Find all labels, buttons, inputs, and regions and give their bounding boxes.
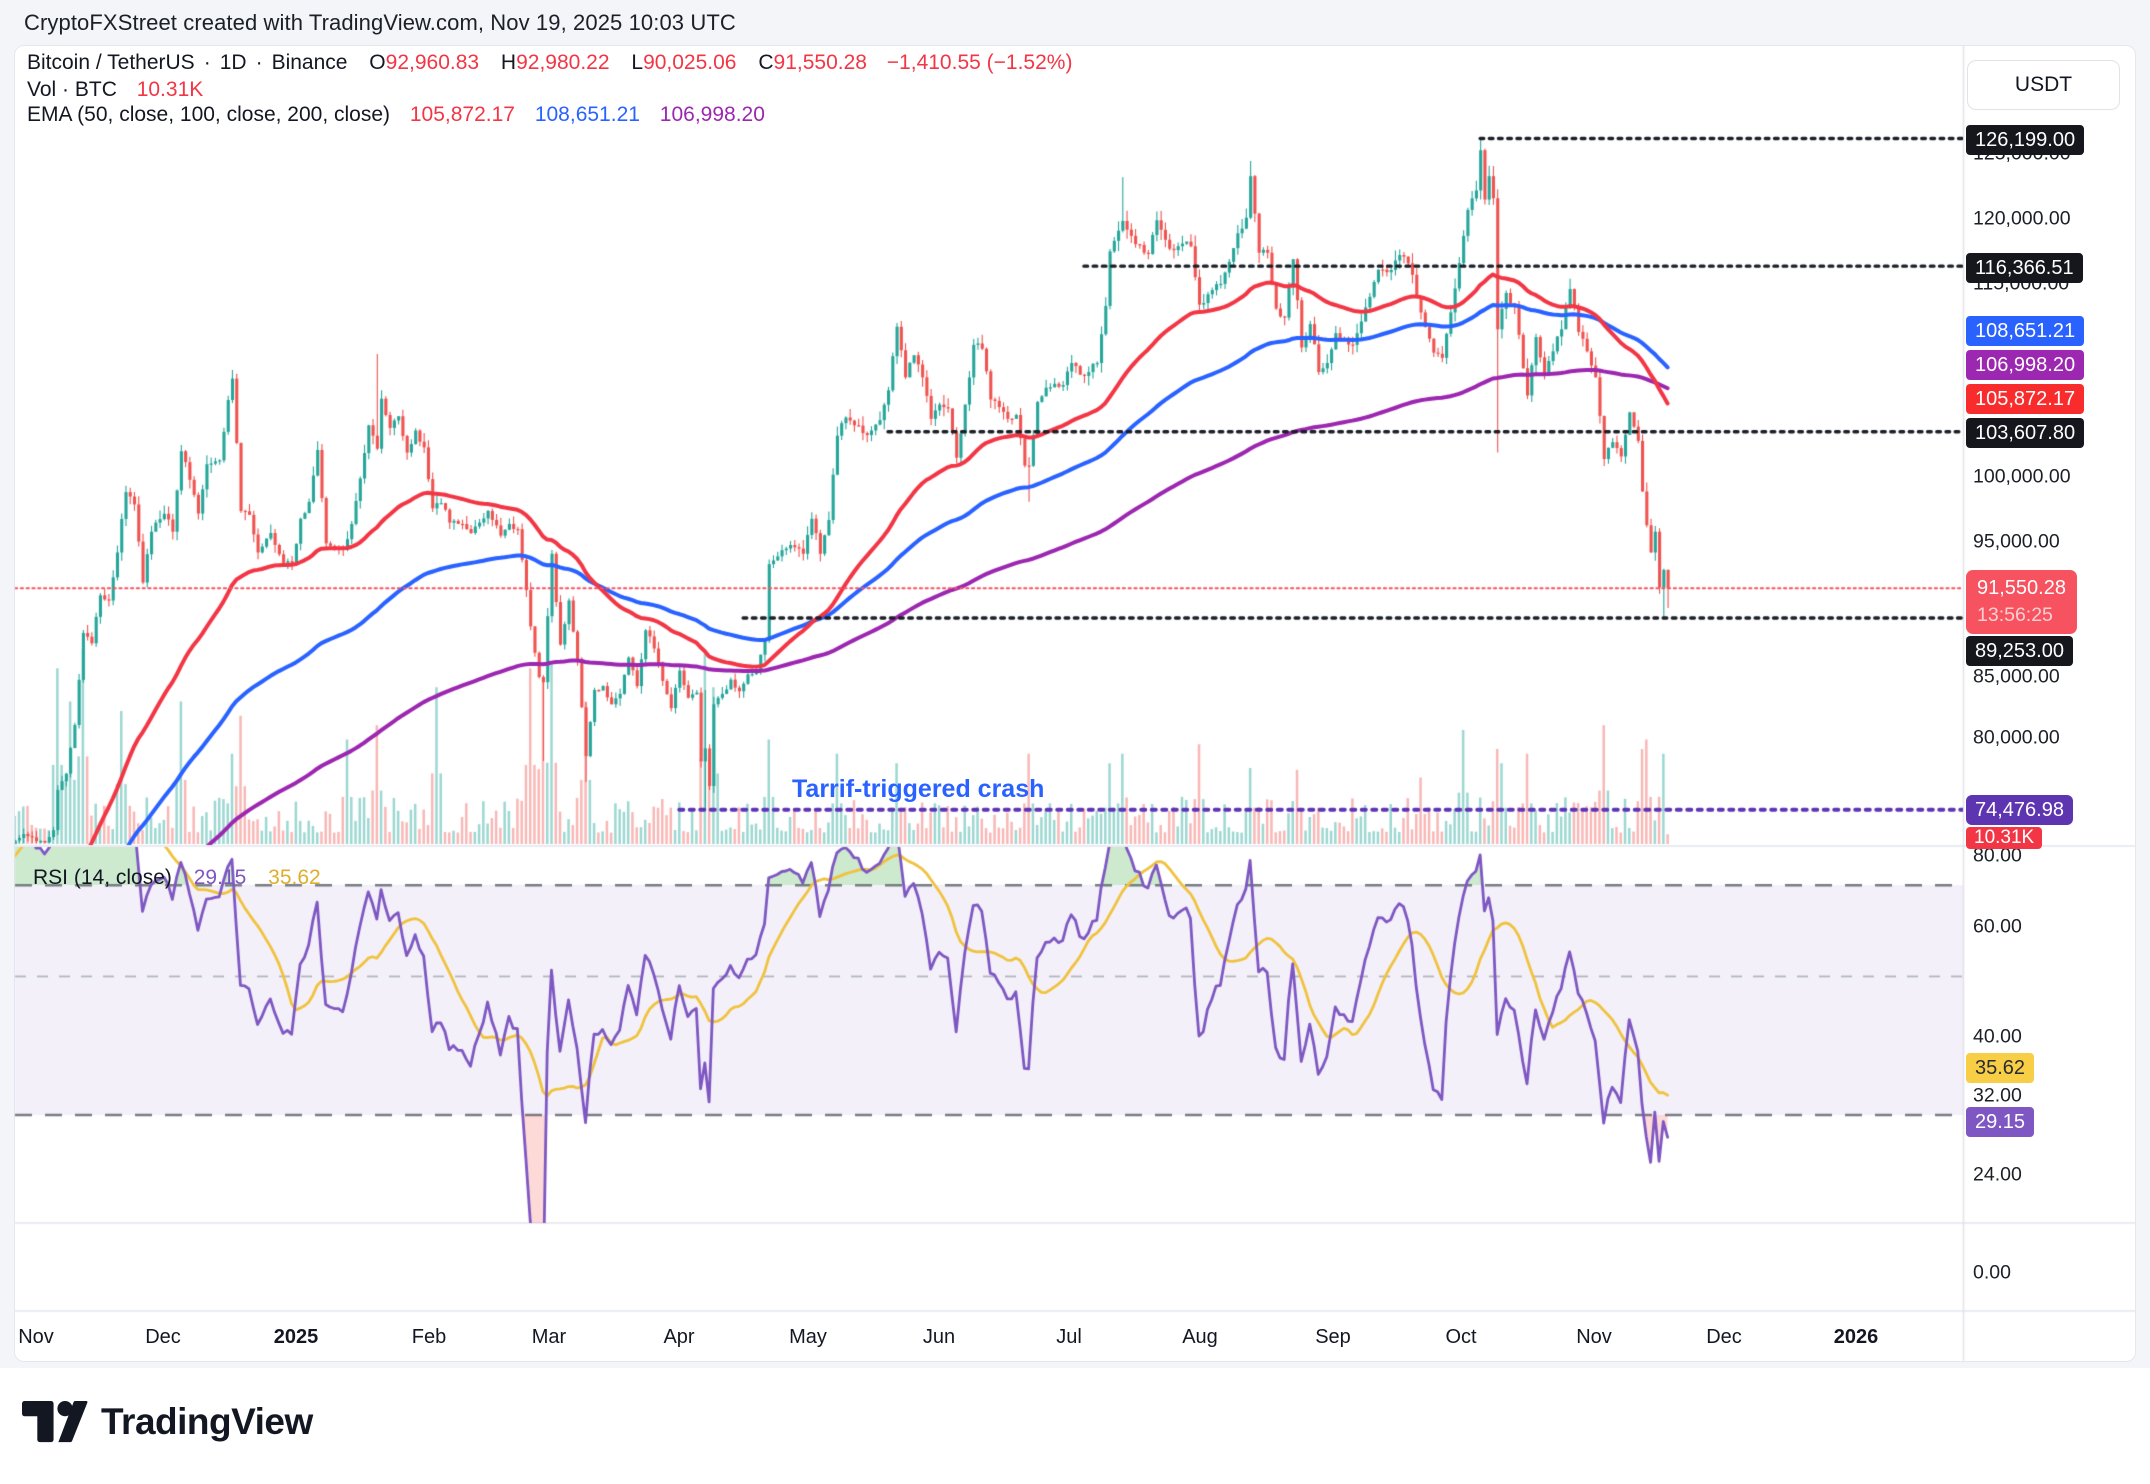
- time-axis-label: Mar: [531, 1326, 567, 1348]
- price-axis-badge: 89,253.00: [1966, 636, 2073, 666]
- price-axis-badge: 126,199.00: [1966, 125, 2085, 155]
- tradingview-wordmark[interactable]: TradingView: [101, 1401, 313, 1442]
- price-axis-label: 60.00: [1973, 915, 2022, 938]
- time-axis-label: Jun: [922, 1326, 956, 1348]
- price-axis-badge: 108,651.21: [1966, 316, 2085, 346]
- time-axis-label: 2026: [1833, 1326, 1879, 1348]
- header-title: CryptoFXStreet created with TradingView.…: [24, 10, 736, 35]
- time-axis-label: Sep: [1315, 1326, 1351, 1348]
- time-axis-label: Dec: [1706, 1326, 1742, 1348]
- time-axis-label: Nov: [18, 1326, 54, 1348]
- time-axis-label: Aug: [1182, 1326, 1218, 1348]
- price-axis-badge: 91,550.28 13:56:25: [1966, 570, 2077, 634]
- countdown-timer: 13:56:25: [1977, 604, 2053, 626]
- price-axis-badge: 106,998.20: [1966, 350, 2085, 380]
- time-axis-label: May: [789, 1326, 827, 1348]
- attribution-header: CryptoFXStreet created with TradingView.…: [24, 10, 736, 36]
- currency-toggle-button[interactable]: USDT: [1967, 60, 2120, 110]
- price-axis-label: 40.00: [1973, 1025, 2022, 1048]
- price-axis-label: 100,000.00: [1973, 465, 2071, 488]
- time-axis-label: Dec: [145, 1326, 181, 1348]
- time-axis-label: Jul: [1056, 1326, 1082, 1348]
- price-axis-label: 95,000.00: [1973, 530, 2060, 553]
- price-axis-label: 24.00: [1973, 1163, 2022, 1186]
- price-axis-badge: 10.31K: [1966, 827, 2043, 849]
- price-axis-label: 80,000.00: [1973, 726, 2060, 749]
- time-axis[interactable]: Nov Dec 2025 Feb Mar Apr May Jun Jul Aug Sep Oct Nov…: [14, 1312, 2136, 1362]
- price-axis-badge: 105,872.17: [1966, 384, 2085, 414]
- price-axis-label: 120,000.00: [1973, 207, 2071, 230]
- price-axis-badge: 74,476.98: [1966, 795, 2073, 825]
- time-axis-label: Nov: [1576, 1326, 1612, 1348]
- price-axis-badge: 29.15: [1966, 1107, 2035, 1137]
- price-axis-label: 80.00: [1973, 844, 2022, 867]
- time-axis-label: 2025: [273, 1326, 319, 1348]
- time-axis-label: Apr: [663, 1326, 695, 1348]
- time-axis-label: Oct: [1445, 1326, 1477, 1348]
- price-axis-badge: 116,366.51: [1966, 253, 2083, 283]
- price-axis-label: 0.00: [1973, 1261, 2011, 1284]
- price-axis-label: 85,000.00: [1973, 665, 2060, 688]
- price-axis[interactable]: 125,000.00120,000.00115,000.00100,000.00…: [1964, 45, 2136, 1310]
- price-axis-badge: 103,607.80: [1966, 418, 2085, 448]
- time-axis-label: Feb: [411, 1326, 447, 1348]
- price-axis-label: 32.00: [1973, 1084, 2022, 1107]
- footer-brand: TradingView: [22, 1400, 313, 1444]
- price-axis-badge: 35.62: [1966, 1053, 2035, 1083]
- tradingview-logo-icon: [22, 1400, 88, 1443]
